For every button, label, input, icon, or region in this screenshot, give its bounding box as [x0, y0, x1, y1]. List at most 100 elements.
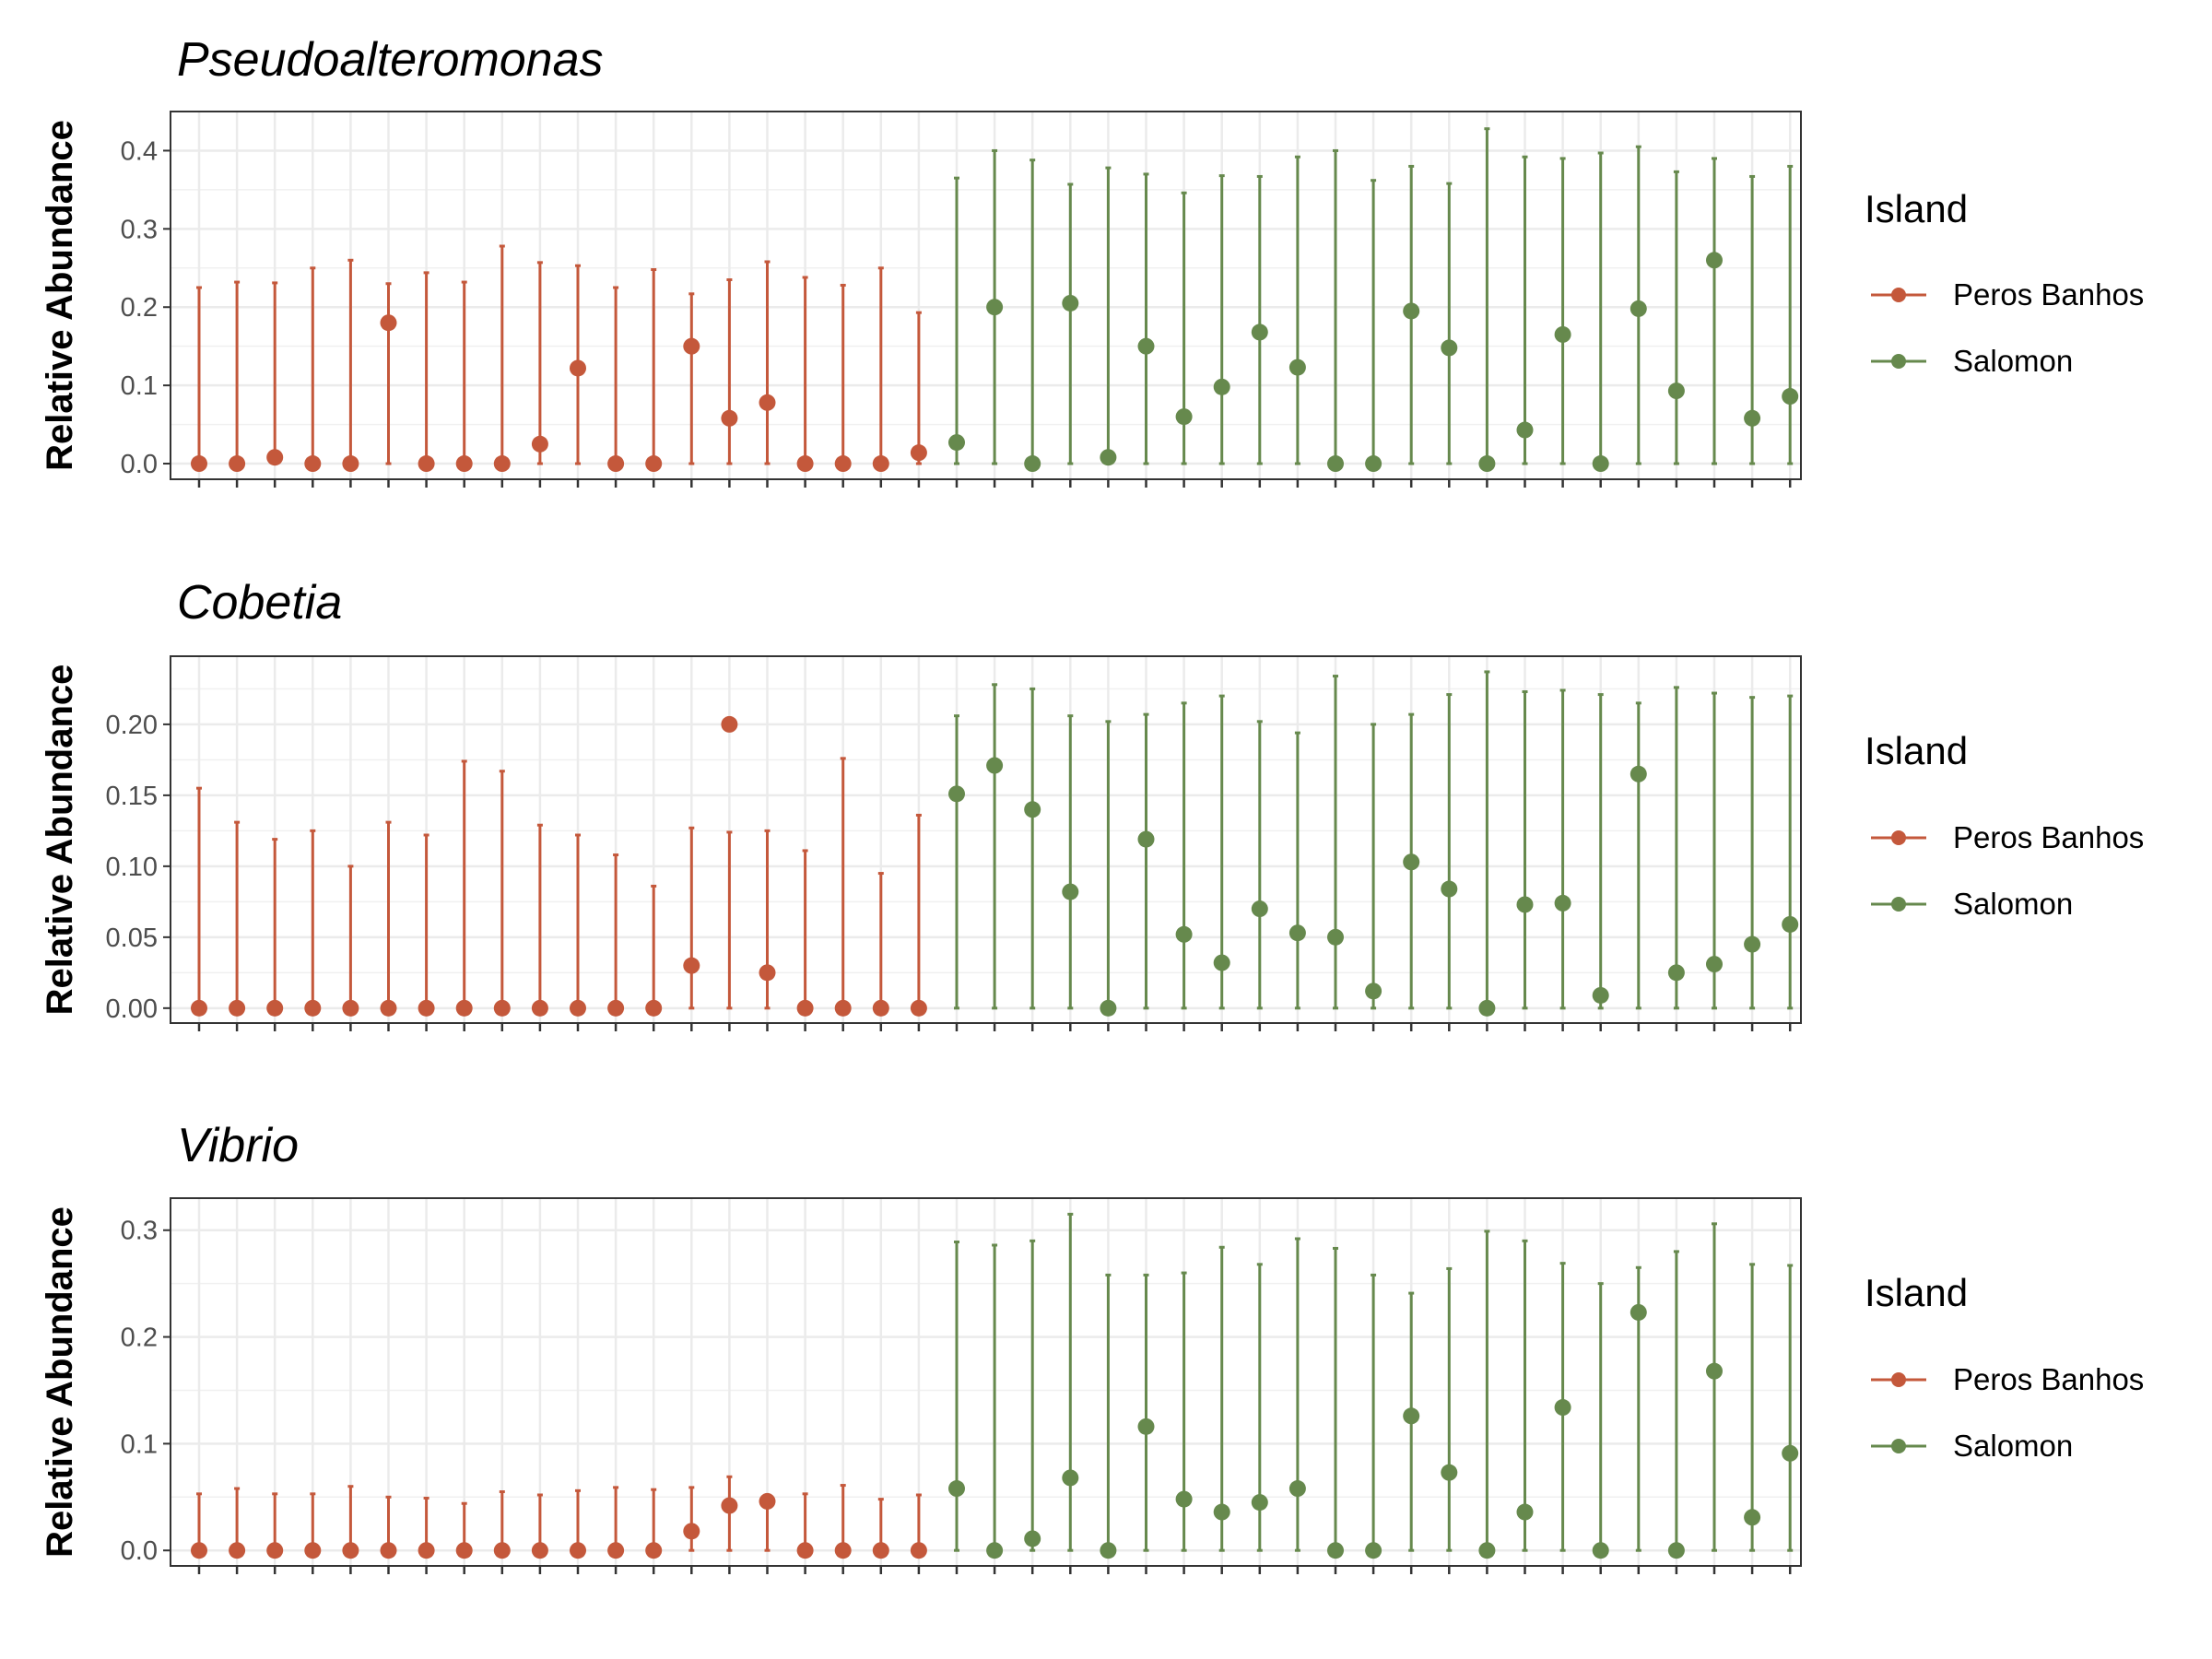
data-point — [1706, 956, 1723, 973]
data-point — [1251, 1494, 1268, 1512]
errorbar — [1333, 675, 1338, 1010]
data-point — [1175, 1490, 1193, 1508]
data-point — [531, 1542, 548, 1559]
data-point — [910, 999, 927, 1017]
data-point — [948, 1480, 965, 1498]
y-tick-label: 0.4 — [121, 136, 158, 166]
y-tick-label: 0.20 — [106, 711, 158, 740]
errorbar — [1218, 1245, 1225, 1552]
errorbar — [1712, 157, 1717, 465]
data-point — [418, 1542, 435, 1559]
data-point — [1782, 915, 1799, 933]
data-point — [1403, 1407, 1420, 1425]
data-point — [342, 1542, 359, 1559]
data-point — [418, 455, 435, 473]
data-point — [1516, 421, 1534, 439]
legend-title: Island — [1865, 1271, 1968, 1314]
y-tick-label: 0.05 — [106, 924, 158, 953]
errorbar — [1446, 1266, 1453, 1552]
data-point — [1441, 1464, 1458, 1481]
data-point — [570, 359, 586, 377]
data-point — [1592, 986, 1609, 1004]
data-point — [834, 455, 852, 473]
errorbar — [1712, 691, 1717, 1010]
data-point — [1403, 853, 1420, 871]
data-point — [607, 999, 625, 1017]
data-point — [1137, 337, 1155, 355]
errorbar — [688, 292, 695, 465]
data-point — [1327, 455, 1344, 473]
data-point — [1100, 999, 1117, 1017]
y-axis-title: Relative Abundance — [40, 665, 80, 1016]
errorbar — [1597, 693, 1604, 1010]
data-point — [380, 314, 397, 332]
data-point — [1667, 964, 1685, 982]
y-tick-label: 0.3 — [121, 215, 158, 244]
legend-key-point — [1891, 354, 1906, 369]
data-point — [1630, 765, 1647, 782]
data-point — [1100, 1542, 1117, 1559]
data-point — [1744, 1509, 1761, 1526]
data-point — [493, 1542, 511, 1559]
data-point — [531, 435, 548, 453]
data-point — [872, 999, 889, 1017]
data-point — [1478, 999, 1496, 1017]
legend-label: Salomon — [1953, 1429, 2073, 1463]
errorbar — [1256, 720, 1263, 1010]
data-point — [607, 455, 625, 473]
data-point — [1251, 900, 1268, 918]
data-point — [721, 715, 738, 733]
data-point — [570, 999, 586, 1017]
data-point — [1554, 325, 1571, 343]
data-point — [1554, 894, 1571, 912]
legend-key — [1871, 354, 1926, 369]
data-point — [1365, 982, 1382, 1000]
data-point — [1782, 388, 1799, 406]
legend-label: Salomon — [1953, 887, 2073, 921]
plot-background — [171, 656, 1801, 1023]
y-axis-title: Relative Abundance — [40, 1206, 80, 1558]
data-point — [1630, 300, 1647, 317]
chart-panel-2: 0.00 0.05 0.10 0.15 0.20 Cobetia Relative Abun… — [40, 576, 2144, 1031]
legend-key-point — [1891, 1372, 1906, 1387]
legend-label: Salomon — [1953, 344, 2073, 378]
data-point — [229, 1542, 246, 1559]
errorbar — [1294, 731, 1300, 1010]
data-point — [948, 434, 965, 452]
errorbar — [764, 260, 771, 465]
errorbar — [1559, 688, 1566, 1010]
errorbar — [1522, 689, 1528, 1010]
data-point — [1592, 455, 1609, 473]
data-point — [1100, 449, 1117, 466]
data-point — [683, 337, 700, 355]
data-point — [1592, 1542, 1609, 1559]
data-point — [191, 999, 207, 1017]
plot-background — [171, 112, 1801, 479]
data-point — [1175, 408, 1193, 426]
y-tick-label: 0.15 — [106, 782, 158, 811]
errorbar — [726, 830, 733, 1010]
errorbar — [1787, 164, 1794, 465]
legend-key — [1871, 1439, 1926, 1453]
errorbar — [688, 1486, 695, 1552]
errorbar — [1559, 157, 1566, 465]
data-point — [759, 964, 776, 982]
data-point — [645, 999, 663, 1017]
errorbar — [1673, 686, 1679, 1010]
data-point — [1478, 1542, 1496, 1559]
data-point — [304, 999, 322, 1017]
data-point — [1667, 1542, 1685, 1559]
data-point — [1441, 880, 1458, 898]
data-point — [266, 1542, 284, 1559]
data-point — [1062, 294, 1079, 312]
data-point — [1327, 1542, 1344, 1559]
errorbar — [1218, 174, 1225, 465]
data-point — [191, 1542, 207, 1559]
y-tick-label: 0.10 — [106, 853, 158, 882]
legend-key — [1871, 1372, 1926, 1387]
y-tick-label: 0.3 — [121, 1217, 158, 1246]
data-point — [1175, 925, 1193, 943]
data-point — [948, 785, 965, 803]
y-tick-label: 0.0 — [121, 1536, 158, 1566]
data-point — [1554, 1399, 1571, 1417]
